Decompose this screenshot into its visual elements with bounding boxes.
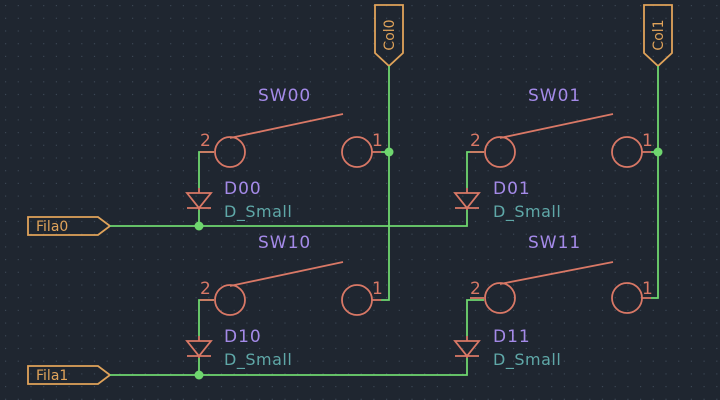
wires [110,66,659,376]
diode-d01[interactable]: D01 D_Small [453,179,561,222]
sw00-pin-2: 2 [200,131,211,151]
diode-icon [185,336,213,358]
switch-lever-icon [229,261,344,287]
wire-col0 [381,66,390,301]
switch-sw10[interactable]: SW10 2 1 [200,233,383,316]
d10-ref: D10 [224,327,262,347]
col0-label-text: Col0 [382,19,398,50]
junction-dot [384,147,394,157]
sw10-pin-2: 2 [200,279,211,299]
global-label-col1[interactable]: Col1 [643,4,673,68]
switch-contact-icon [214,284,246,316]
switch-sw01[interactable]: SW01 2 1 [470,86,653,168]
sw01-pin-1: 1 [642,131,653,151]
switch-sw00[interactable]: SW00 2 1 [200,86,383,168]
d01-value: D_Small [493,202,561,222]
diode-d10[interactable]: D10 D_Small [185,327,292,370]
global-label-fila1[interactable]: Fila1 [27,365,112,385]
fila0-label-text: Fila0 [36,219,68,235]
d10-value: D_Small [224,350,292,370]
wire-col1 [651,66,659,299]
sw11-pin-1: 1 [642,279,653,299]
switch-contact-icon [484,136,516,168]
switch-sw11[interactable]: SW11 2 1 [470,233,653,314]
switch-lever-icon [499,261,614,285]
d00-ref: D00 [224,179,262,199]
global-label-col0[interactable]: Col0 [374,4,404,68]
fila1-label-text: Fila1 [36,368,68,384]
diode-icon [453,336,481,358]
grid-dots [5,5,718,400]
diode-icon [453,188,481,210]
sw11-ref: SW11 [528,233,581,253]
d11-value: D_Small [493,350,561,370]
switch-contact-icon [214,136,246,168]
wire-fila1 [110,358,468,376]
d01-ref: D01 [493,179,531,199]
wire-sw11-d11 [466,299,484,336]
d11-ref: D11 [493,327,531,347]
sw10-pin-1: 1 [372,279,383,299]
diode-d11[interactable]: D11 D_Small [453,327,561,370]
wire-fila0 [110,210,468,227]
switch-lever-icon [229,113,344,139]
switch-contact-icon [484,282,516,314]
diode-icon [185,188,213,210]
col1-label-text: Col1 [651,19,667,50]
sw11-pin-2: 2 [470,279,481,299]
junction-dot [194,221,204,231]
sw00-pin-1: 1 [372,131,383,151]
switch-lever-icon [499,113,614,139]
junction-dot [653,147,663,157]
d00-value: D_Small [224,202,292,222]
junction-dot [194,370,204,380]
sw00-ref: SW00 [258,86,311,106]
global-label-fila0[interactable]: Fila0 [27,216,112,236]
sw10-ref: SW10 [258,233,311,253]
sw01-ref: SW01 [528,86,581,106]
diode-d00[interactable]: D00 D_Small [185,179,292,222]
sw01-pin-2: 2 [470,131,481,151]
